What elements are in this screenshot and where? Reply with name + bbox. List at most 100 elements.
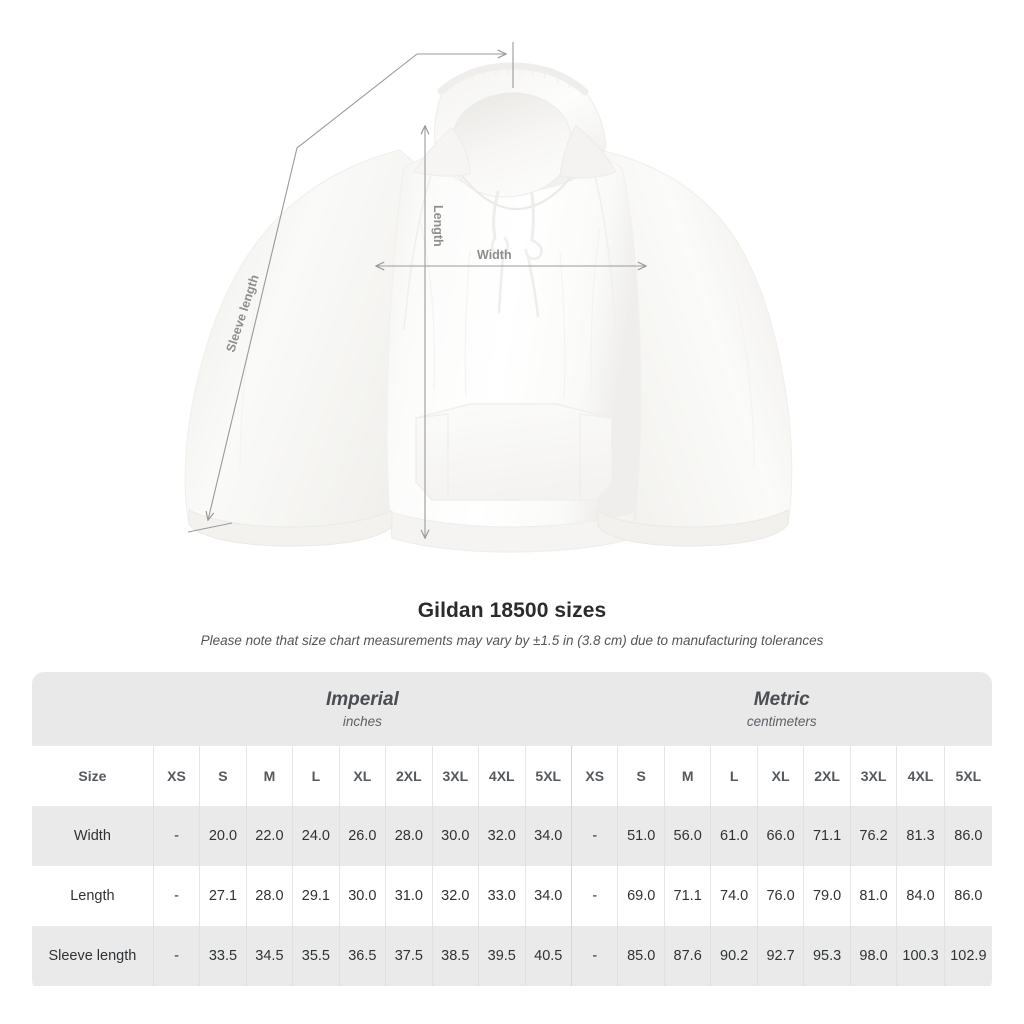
cell-sleeve-imperial-3xl: 38.5 bbox=[432, 926, 480, 986]
size-header-metric-2xl: 2XL bbox=[803, 746, 851, 806]
cell-sleeve-metric-5xl: 102.9 bbox=[944, 926, 992, 986]
size-header-metric-m: M bbox=[664, 746, 712, 806]
size-header-metric-xs: XS bbox=[571, 746, 619, 806]
cell-sleeve-metric-m: 87.6 bbox=[664, 926, 712, 986]
size-header-imperial-m: M bbox=[246, 746, 294, 806]
cell-sleeve-metric-3xl: 98.0 bbox=[850, 926, 898, 986]
length-label: Length bbox=[431, 205, 445, 247]
cell-sleeve-metric-xl: 92.7 bbox=[757, 926, 805, 986]
cell-sleeve-imperial-5xl: 40.5 bbox=[525, 926, 572, 986]
cell-sleeve-imperial-xl: 36.5 bbox=[339, 926, 387, 986]
hoodie-illustration: Length Width Sleeve length bbox=[184, 42, 793, 553]
cell-sleeve-metric-l: 90.2 bbox=[710, 926, 758, 986]
cell-length-metric-m: 71.1 bbox=[664, 866, 712, 926]
size-chart-table: Imperial inches Metric centimeters Size … bbox=[32, 672, 992, 986]
cell-width-imperial-4xl: 32.0 bbox=[478, 806, 526, 866]
cell-width-imperial-s: 20.0 bbox=[199, 806, 247, 866]
size-header-imperial-xl: XL bbox=[339, 746, 387, 806]
table-row: Width - 20.0 22.0 24.0 26.0 28.0 30.0 32… bbox=[32, 806, 992, 866]
size-chart-table-container: Imperial inches Metric centimeters Size … bbox=[32, 672, 992, 992]
title-block: Gildan 18500 sizes Please note that size… bbox=[0, 598, 1024, 650]
cell-length-imperial-m: 28.0 bbox=[246, 866, 294, 926]
cell-sleeve-metric-2xl: 95.3 bbox=[803, 926, 851, 986]
unit-group-imperial-sub: inches bbox=[342, 713, 382, 729]
row-label-width: Width bbox=[32, 806, 154, 866]
size-header-label: Size bbox=[32, 746, 154, 806]
cell-width-metric-xl: 66.0 bbox=[757, 806, 805, 866]
cell-sleeve-metric-s: 85.0 bbox=[617, 926, 665, 986]
size-header-imperial-5xl: 5XL bbox=[525, 746, 572, 806]
size-header-imperial-xs: XS bbox=[153, 746, 201, 806]
cell-length-imperial-2xl: 31.0 bbox=[385, 866, 433, 926]
cell-length-imperial-4xl: 33.0 bbox=[478, 866, 526, 926]
cell-width-metric-m: 56.0 bbox=[664, 806, 712, 866]
unit-group-metric-sub: centimeters bbox=[746, 713, 817, 729]
cell-width-metric-2xl: 71.1 bbox=[803, 806, 851, 866]
size-header-row: Size XS S M L XL 2XL 3XL 4XL 5XL XS S M … bbox=[32, 746, 992, 806]
unit-group-imperial: Imperial inches bbox=[153, 672, 572, 746]
cell-length-metric-4xl: 84.0 bbox=[896, 866, 945, 926]
cell-width-imperial-5xl: 34.0 bbox=[525, 806, 572, 866]
cell-width-imperial-m: 22.0 bbox=[246, 806, 294, 866]
size-header-metric-xl: XL bbox=[757, 746, 805, 806]
cell-length-imperial-s: 27.1 bbox=[199, 866, 247, 926]
width-label: Width bbox=[477, 248, 512, 262]
size-header-imperial-l: L bbox=[292, 746, 340, 806]
cell-width-metric-s: 51.0 bbox=[617, 806, 665, 866]
size-header-metric-5xl: 5XL bbox=[944, 746, 992, 806]
measurement-guides bbox=[187, 42, 646, 538]
row-label-length: Length bbox=[32, 866, 154, 926]
cell-width-imperial-l: 24.0 bbox=[292, 806, 340, 866]
cell-width-imperial-xs: - bbox=[153, 806, 201, 866]
cell-length-metric-5xl: 86.0 bbox=[944, 866, 992, 926]
cell-length-imperial-5xl: 34.0 bbox=[525, 866, 572, 926]
cell-length-imperial-l: 29.1 bbox=[292, 866, 340, 926]
cell-width-metric-3xl: 76.2 bbox=[850, 806, 898, 866]
cell-width-metric-4xl: 81.3 bbox=[896, 806, 945, 866]
cell-length-metric-s: 69.0 bbox=[617, 866, 665, 926]
unit-group-row: Imperial inches Metric centimeters bbox=[32, 672, 992, 746]
unit-group-metric-name: Metric bbox=[753, 688, 810, 710]
table-row: Length - 27.1 28.0 29.1 30.0 31.0 32.0 3… bbox=[32, 866, 992, 926]
cell-length-metric-2xl: 79.0 bbox=[803, 866, 851, 926]
cell-width-metric-5xl: 86.0 bbox=[944, 806, 992, 866]
cell-width-imperial-2xl: 28.0 bbox=[385, 806, 433, 866]
cell-sleeve-imperial-m: 34.5 bbox=[246, 926, 294, 986]
cell-sleeve-metric-4xl: 100.3 bbox=[896, 926, 945, 986]
cell-length-metric-l: 74.0 bbox=[710, 866, 758, 926]
hoodie-graphic bbox=[184, 62, 793, 553]
cell-sleeve-imperial-s: 33.5 bbox=[199, 926, 247, 986]
page-title: Gildan 18500 sizes bbox=[417, 599, 607, 622]
size-header-metric-4xl: 4XL bbox=[896, 746, 945, 806]
row-label-sleeve-length: Sleeve length bbox=[32, 926, 154, 986]
cell-width-imperial-3xl: 30.0 bbox=[432, 806, 480, 866]
cell-length-metric-xs: - bbox=[571, 866, 619, 926]
unit-group-imperial-name: Imperial bbox=[325, 688, 399, 710]
cell-sleeve-imperial-4xl: 39.5 bbox=[478, 926, 526, 986]
cell-width-metric-l: 61.0 bbox=[710, 806, 758, 866]
size-header-imperial-2xl: 2XL bbox=[385, 746, 433, 806]
tolerance-note: Please note that size chart measurements… bbox=[200, 633, 824, 648]
size-header-imperial-3xl: 3XL bbox=[432, 746, 480, 806]
cell-sleeve-metric-xs: - bbox=[571, 926, 619, 986]
cell-length-metric-xl: 76.0 bbox=[757, 866, 805, 926]
cell-length-imperial-xl: 30.0 bbox=[339, 866, 387, 926]
cell-sleeve-imperial-2xl: 37.5 bbox=[385, 926, 433, 986]
table-row: Sleeve length - 33.5 34.5 35.5 36.5 37.5… bbox=[32, 926, 992, 986]
cell-width-metric-xs: - bbox=[571, 806, 619, 866]
cell-length-imperial-3xl: 32.0 bbox=[432, 866, 480, 926]
size-header-metric-3xl: 3XL bbox=[850, 746, 898, 806]
size-header-imperial-4xl: 4XL bbox=[478, 746, 526, 806]
size-header-imperial-s: S bbox=[199, 746, 247, 806]
cell-length-metric-3xl: 81.0 bbox=[850, 866, 898, 926]
cell-length-imperial-xs: - bbox=[153, 866, 201, 926]
cell-width-imperial-xl: 26.0 bbox=[339, 806, 387, 866]
sleeve-length-guide bbox=[187, 42, 514, 533]
size-header-metric-l: L bbox=[710, 746, 758, 806]
size-header-metric-s: S bbox=[617, 746, 665, 806]
cell-sleeve-imperial-l: 35.5 bbox=[292, 926, 340, 986]
cell-sleeve-imperial-xs: - bbox=[153, 926, 201, 986]
unit-group-metric: Metric centimeters bbox=[571, 672, 992, 746]
unit-spacer-cell bbox=[32, 672, 154, 746]
